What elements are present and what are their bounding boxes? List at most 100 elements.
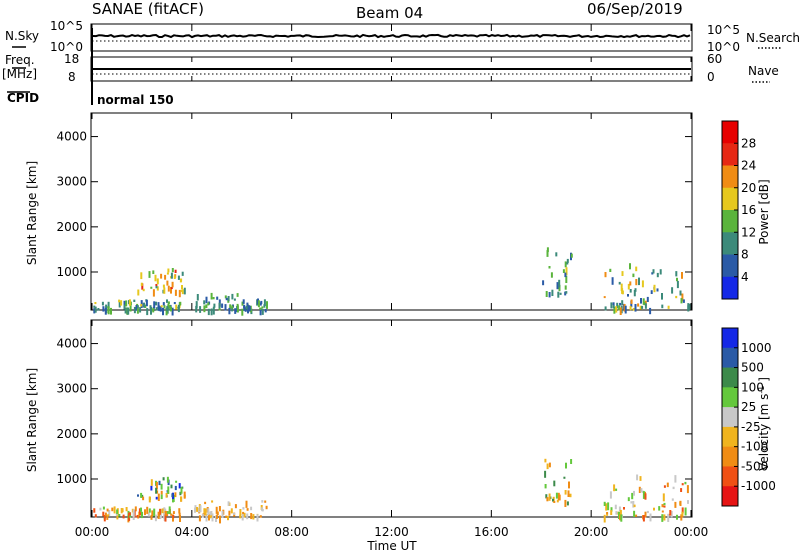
power-colorbar-swatch <box>722 210 738 233</box>
time-tick-label: 12:00 <box>374 525 409 539</box>
power-echo-cell <box>171 268 174 273</box>
power-echo-cell <box>155 285 158 289</box>
power-echo-cell <box>210 308 213 316</box>
power-echo-cell <box>620 283 623 291</box>
velocity-colorbar-label-text: Velocity [m s <box>757 394 771 471</box>
velocity-echo-cell <box>681 507 684 514</box>
power-echo-cell <box>170 287 173 290</box>
power-echo-cell <box>221 303 224 308</box>
velocity-echo-cell <box>138 508 141 513</box>
power-echo-cell <box>629 306 632 311</box>
power-echo-cell <box>621 290 624 295</box>
power-echo-cell <box>145 299 148 307</box>
velocity-echo-cell <box>553 500 556 503</box>
power-echo-cell <box>128 299 131 306</box>
velocity-echo-cell <box>141 494 144 498</box>
velocity-colorbar-swatch <box>722 347 738 369</box>
power-echo-cell <box>570 253 573 258</box>
velocity-echo-cell <box>615 488 618 491</box>
power-echo-cell <box>558 279 561 288</box>
velocity-echo-cell <box>108 510 111 517</box>
power-echo-cell <box>167 303 170 308</box>
velocity-echo-cell <box>93 508 96 513</box>
velocity-echo-cell <box>256 514 259 522</box>
power-echo-cell <box>546 250 549 257</box>
power-echo-cell <box>557 291 560 298</box>
velocity-ytick-label: 2000 <box>56 427 87 441</box>
velocity-echo-cell <box>558 494 561 501</box>
velocity-colorbar-swatch <box>722 426 738 448</box>
power-echo-cell <box>241 308 244 316</box>
power-echo-cell <box>545 291 548 297</box>
velocity-echo-cell <box>159 514 162 519</box>
velocity-echo-cell <box>221 510 224 518</box>
power-colorbar-swatch <box>722 121 738 144</box>
power-echo-cell <box>621 271 624 276</box>
power-echo-cell <box>627 294 629 297</box>
power-echo-cell <box>118 299 121 303</box>
velocity-colorbar-swatch <box>722 466 738 487</box>
velocity-echo-cell <box>563 476 566 479</box>
velocity-echo-cell <box>633 510 636 517</box>
power-echo-cell <box>612 302 615 305</box>
velocity-echo-cell <box>265 505 268 510</box>
power-echo-cell <box>160 305 163 308</box>
velocity-echo-cell <box>239 514 242 519</box>
power-echo-cell <box>207 302 210 306</box>
time-tick-label: 00:00 <box>674 525 709 539</box>
velocity-echo-cell <box>111 507 114 512</box>
date-title: 06/Sep/2019 <box>587 0 683 18</box>
power-echo-cell <box>142 288 145 292</box>
beam-title: Beam 04 <box>356 4 423 22</box>
velocity-y-axis: 1000 2000 3000 4000 <box>56 337 692 486</box>
power-echo-cell <box>546 247 549 253</box>
power-echo-cell <box>143 302 146 308</box>
power-echo-cell <box>175 304 178 310</box>
velocity-echo-cell <box>674 501 677 508</box>
power-echo-cell <box>173 275 176 279</box>
power-echo-cell <box>623 304 626 312</box>
station-title: SANAE (fitACF) <box>92 0 204 18</box>
velocity-echo-cell <box>613 484 616 492</box>
velocity-colorbar-label-exponent: -1 <box>757 386 766 394</box>
power-echo-cell <box>649 307 652 315</box>
velocity-echo-cell <box>606 513 609 516</box>
velocity-echo-cell <box>261 507 264 512</box>
velocity-echo-cell <box>663 514 666 521</box>
power-echo-cell <box>124 307 127 314</box>
power-echo-cell <box>224 295 227 299</box>
velocity-echo-cell <box>198 515 201 522</box>
power-echo-cell <box>559 292 562 295</box>
velocity-echo-cell <box>546 463 549 470</box>
power-echo-cell <box>661 304 664 309</box>
velocity-echo-cell <box>166 513 169 517</box>
velocity-echo-cell <box>153 508 156 517</box>
velocity-echo-cell <box>159 508 162 516</box>
velocity-echo-cell <box>148 496 151 503</box>
power-echo-cell <box>650 290 653 294</box>
velocity-colorbar-level: 1000 <box>741 341 772 355</box>
velocity-echo-cell <box>245 500 248 508</box>
velocity-echo-cell <box>564 499 567 507</box>
velocity-echo-cell <box>144 509 146 516</box>
power-echo-cell <box>154 274 157 282</box>
power-echo-cell <box>160 273 163 279</box>
velocity-echo-cell <box>555 492 558 499</box>
velocity-echo-cell <box>172 511 175 514</box>
power-echo-cell <box>266 301 268 309</box>
velocity-echo-cell <box>566 501 569 506</box>
velocity-echo-cell <box>125 507 128 512</box>
velocity-echo-cell <box>150 515 153 520</box>
power-echo-layer <box>93 247 691 316</box>
velocity-echo-cell <box>166 476 169 483</box>
velocity-echo-cell <box>225 515 228 518</box>
velocity-echo-cell <box>139 512 142 516</box>
velocity-echo-cell <box>661 510 664 513</box>
velocity-colorbar-swatch <box>722 486 738 507</box>
cpid-value: normal 150 <box>97 93 174 107</box>
velocity-echo-cell <box>102 511 105 517</box>
power-echo-cell <box>157 302 160 309</box>
velocity-echo-cell <box>148 508 151 513</box>
velocity-echo-cell <box>684 507 687 516</box>
power-echo-cell <box>101 301 104 306</box>
